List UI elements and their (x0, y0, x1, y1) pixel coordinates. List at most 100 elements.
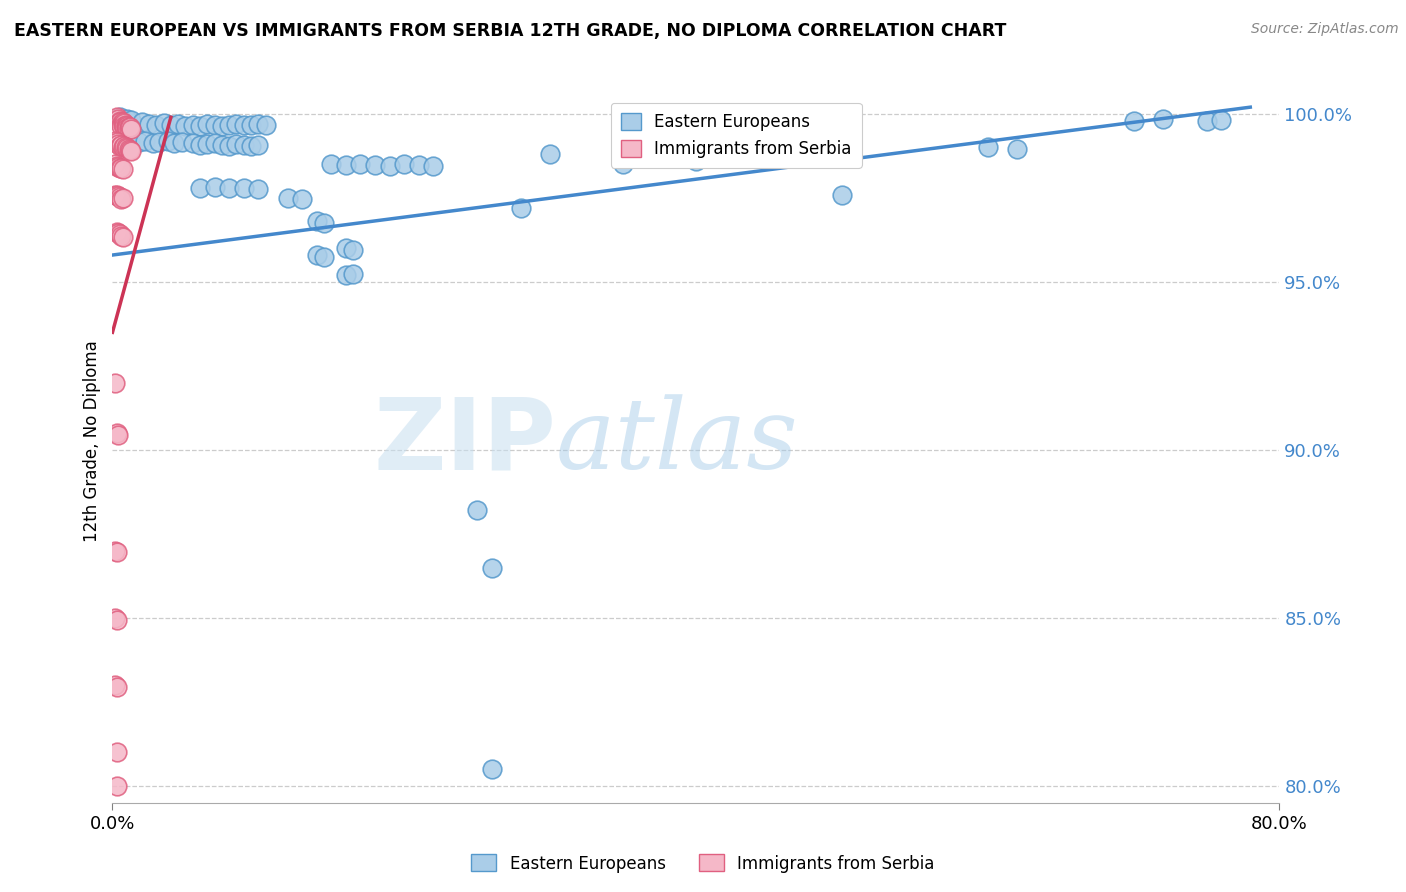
Text: atlas: atlas (555, 394, 799, 489)
Point (321, 157, 343, 171)
Point (312, 216, 335, 230)
Point (1152, 112, 1174, 126)
Point (195, 117, 218, 131)
Point (364, 158, 387, 172)
Point (714, 151, 737, 165)
Point (105, 159, 128, 173)
Point (481, 762, 503, 776)
Point (111, 229, 134, 244)
Text: R = 0.343   N = 81: R = 0.343 N = 81 (702, 115, 859, 133)
Point (107, 137, 129, 152)
Point (156, 135, 179, 149)
Point (105, 188, 128, 202)
Point (131, 115, 153, 129)
Point (195, 137, 218, 152)
Point (110, 117, 132, 131)
Point (174, 119, 197, 133)
Point (1209, 112, 1232, 127)
Point (105, 136, 128, 150)
Point (104, 187, 127, 202)
Point (163, 136, 186, 151)
Point (110, 192, 132, 206)
Point (1195, 114, 1218, 128)
Point (612, 157, 634, 171)
Point (247, 117, 270, 131)
Point (111, 115, 134, 129)
Point (104, 611, 127, 625)
Point (232, 137, 254, 152)
Point (145, 118, 167, 132)
Point (188, 137, 211, 152)
Point (378, 159, 401, 173)
Point (254, 118, 277, 132)
Point (342, 267, 364, 281)
Point (218, 138, 240, 153)
Point (104, 134, 127, 148)
Point (167, 117, 190, 131)
Legend: Eastern Europeans, Immigrants from Serbia: Eastern Europeans, Immigrants from Serbi… (612, 103, 862, 168)
Point (188, 119, 211, 133)
Point (976, 140, 998, 154)
Point (188, 181, 211, 195)
Point (481, 560, 503, 574)
Point (104, 376, 127, 390)
Point (655, 147, 678, 161)
Point (218, 181, 240, 195)
Point (105, 613, 128, 627)
Point (105, 225, 128, 239)
Point (240, 118, 263, 132)
Point (247, 137, 270, 152)
Point (509, 201, 531, 215)
Point (112, 138, 135, 153)
Point (240, 138, 263, 153)
Point (114, 118, 136, 132)
Point (108, 113, 131, 128)
Point (104, 678, 127, 692)
Point (181, 118, 204, 132)
Point (108, 227, 131, 242)
Point (225, 137, 247, 152)
Point (105, 745, 128, 759)
Point (181, 136, 204, 151)
Point (114, 140, 136, 154)
Point (118, 143, 141, 157)
Point (105, 779, 128, 793)
Point (117, 142, 139, 156)
Point (105, 545, 128, 559)
Point (831, 187, 853, 202)
Point (225, 117, 247, 131)
Text: R = 0.324   N = 80: R = 0.324 N = 80 (702, 154, 859, 172)
Text: Source: ZipAtlas.com: Source: ZipAtlas.com (1251, 22, 1399, 37)
Point (120, 144, 142, 158)
Point (110, 137, 132, 152)
Point (117, 120, 139, 134)
Point (232, 181, 254, 195)
Point (120, 112, 142, 127)
Point (1005, 142, 1028, 156)
Point (111, 140, 134, 154)
Point (148, 136, 170, 150)
Point (120, 122, 142, 136)
Point (211, 137, 233, 152)
Point (115, 120, 138, 135)
Point (111, 162, 134, 177)
Point (108, 138, 131, 153)
Point (115, 112, 138, 126)
Point (111, 118, 134, 132)
Point (107, 427, 129, 442)
Point (211, 119, 233, 133)
Point (114, 120, 136, 134)
Point (110, 161, 132, 175)
Point (110, 228, 132, 243)
Legend: Eastern Europeans, Immigrants from Serbia: Eastern Europeans, Immigrants from Serbi… (464, 847, 942, 880)
Point (104, 543, 127, 558)
Point (108, 161, 131, 176)
Point (107, 189, 129, 203)
Point (218, 118, 240, 132)
Point (204, 136, 226, 151)
Point (110, 119, 132, 133)
Point (335, 268, 357, 283)
Y-axis label: 12th Grade, No Diploma: 12th Grade, No Diploma (83, 341, 101, 542)
Point (422, 159, 444, 173)
Point (312, 250, 335, 264)
